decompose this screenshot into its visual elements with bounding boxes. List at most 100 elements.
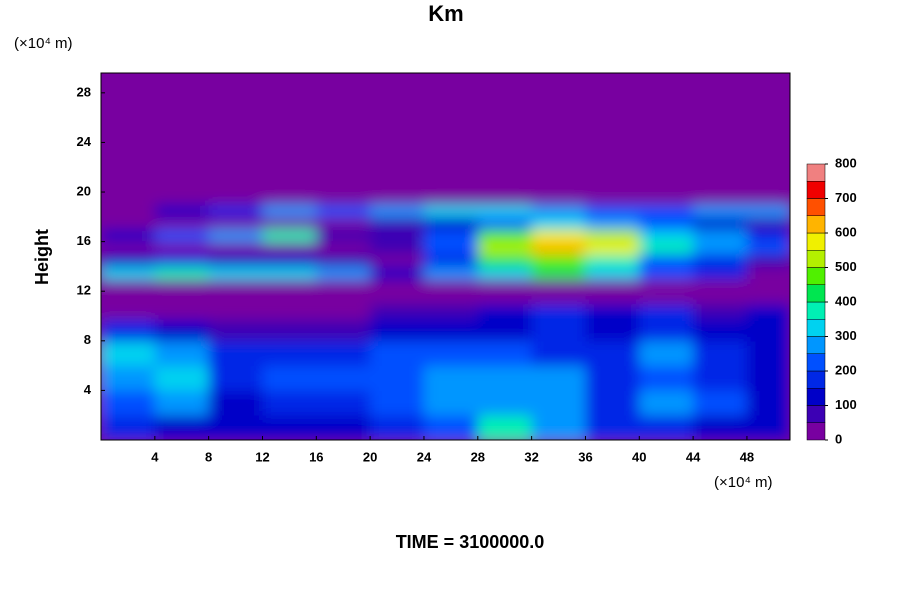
field-cell bbox=[531, 340, 586, 367]
x-tick-label: 8 bbox=[205, 449, 212, 464]
field-cell bbox=[101, 254, 156, 267]
field-cell bbox=[370, 254, 425, 267]
field-cell bbox=[693, 303, 748, 320]
field-cell bbox=[262, 415, 317, 440]
field-cell bbox=[531, 73, 586, 156]
field-cell bbox=[208, 229, 263, 243]
field-cell bbox=[746, 216, 790, 230]
field-cell bbox=[101, 204, 156, 218]
field-cell bbox=[154, 254, 210, 267]
field-cell bbox=[154, 229, 210, 243]
colorbar-tick-label: 100 bbox=[835, 397, 857, 412]
field-cell bbox=[316, 365, 371, 391]
field-cell bbox=[693, 254, 748, 267]
field-cell bbox=[746, 365, 790, 391]
field-cell bbox=[262, 154, 317, 190]
x-tick-label: 40 bbox=[632, 449, 646, 464]
field-cell bbox=[477, 319, 533, 342]
field-cell bbox=[585, 365, 640, 391]
x-tick-label: 28 bbox=[471, 449, 485, 464]
field-cell bbox=[101, 319, 156, 342]
field-cell bbox=[746, 266, 790, 280]
field-cell bbox=[531, 390, 586, 416]
field-cell bbox=[316, 303, 371, 320]
field-cell bbox=[370, 278, 425, 292]
field-cell bbox=[531, 204, 586, 218]
field-cell bbox=[370, 291, 425, 305]
field-cell bbox=[639, 241, 694, 255]
field-cell bbox=[693, 154, 748, 190]
field-cell bbox=[208, 241, 263, 255]
y-tick-label: 4 bbox=[84, 382, 92, 397]
field-cell bbox=[208, 188, 263, 205]
chart-title: Km bbox=[428, 1, 463, 26]
field-cell bbox=[693, 340, 748, 367]
field-cell bbox=[639, 73, 694, 156]
field-cell bbox=[370, 319, 425, 342]
field-cell bbox=[154, 216, 210, 230]
field-cell bbox=[370, 188, 425, 205]
field-cell bbox=[585, 319, 640, 342]
field-cell bbox=[370, 241, 425, 255]
x-tick-label: 44 bbox=[686, 449, 701, 464]
field-cell bbox=[477, 390, 533, 416]
field-cell bbox=[154, 154, 210, 190]
field-cell bbox=[101, 291, 156, 305]
field-cell bbox=[154, 204, 210, 218]
field-cell bbox=[639, 291, 694, 305]
field-cell bbox=[639, 204, 694, 218]
field-cell bbox=[423, 254, 479, 267]
field-cell bbox=[370, 415, 425, 440]
field-cell bbox=[316, 73, 371, 156]
field-cell bbox=[423, 229, 479, 243]
colorbar-band bbox=[806, 405, 826, 423]
field-cell bbox=[477, 229, 533, 243]
colorbar-band bbox=[806, 370, 826, 389]
field-cell bbox=[477, 188, 533, 205]
field-cell bbox=[585, 204, 640, 218]
field-cell bbox=[693, 365, 748, 391]
field-cell bbox=[585, 278, 640, 292]
colorbar-tick-label: 200 bbox=[835, 362, 857, 377]
y-axis-label: Height bbox=[32, 229, 52, 285]
field-cell bbox=[585, 390, 640, 416]
field-cell bbox=[693, 415, 748, 440]
colorbar-band bbox=[806, 163, 826, 182]
field-cell bbox=[531, 229, 586, 243]
field-cell bbox=[531, 303, 586, 320]
field-cell bbox=[101, 216, 156, 230]
field-cell bbox=[154, 278, 210, 292]
field-cell bbox=[423, 415, 479, 440]
field-cell bbox=[370, 390, 425, 416]
field-cell bbox=[316, 291, 371, 305]
field-cell bbox=[316, 340, 371, 367]
x-tick-label: 12 bbox=[255, 449, 269, 464]
field-cell bbox=[531, 365, 586, 391]
field-cell bbox=[208, 254, 263, 267]
field-cell bbox=[262, 266, 317, 280]
field-cell bbox=[370, 154, 425, 190]
field-cell bbox=[746, 254, 790, 267]
field-cell bbox=[262, 319, 317, 342]
time-label: TIME = 3100000.0 bbox=[396, 532, 545, 552]
field-cell bbox=[262, 216, 317, 230]
colorbar-band bbox=[806, 198, 826, 216]
colorbar-band bbox=[806, 215, 826, 234]
field-cell bbox=[101, 340, 156, 367]
field-cell bbox=[693, 188, 748, 205]
field bbox=[101, 73, 790, 440]
field-cell bbox=[423, 390, 479, 416]
field-cell bbox=[639, 266, 694, 280]
field-cell bbox=[639, 303, 694, 320]
field-cell bbox=[639, 229, 694, 243]
field-cell bbox=[154, 291, 210, 305]
field-cell bbox=[423, 303, 479, 320]
field-cell bbox=[585, 303, 640, 320]
field-cell bbox=[746, 278, 790, 292]
field-cell bbox=[316, 216, 371, 230]
field-cell bbox=[208, 415, 263, 440]
field-cell bbox=[262, 73, 317, 156]
colorbar-tick-label: 400 bbox=[835, 293, 857, 308]
